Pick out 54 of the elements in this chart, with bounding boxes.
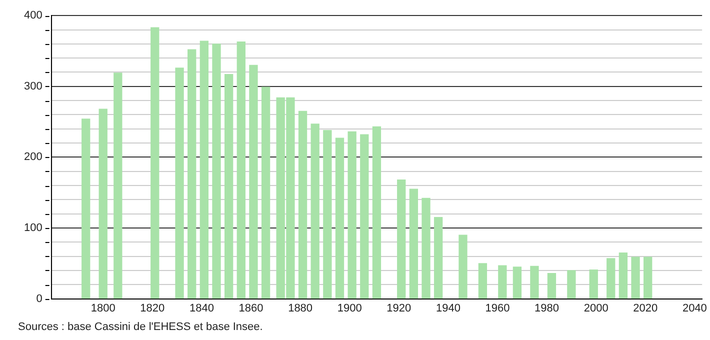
x-tick-label: 1980: [534, 302, 560, 314]
bar: [310, 124, 320, 299]
bar: [188, 49, 196, 299]
bar: [224, 74, 234, 299]
bar: [458, 234, 468, 299]
bar: [631, 256, 640, 299]
x-tick-label: 1920: [386, 302, 412, 314]
source-note: Sources : base Cassini de l'EHESS et base Insee.: [18, 321, 263, 334]
y-tick-label: 0: [36, 292, 42, 305]
bar: [434, 217, 443, 299]
bar: [236, 41, 246, 299]
bar: [98, 108, 108, 299]
bar: [372, 126, 382, 299]
x-tick-label: 1940: [436, 302, 460, 314]
x-tick-label: 1860: [238, 302, 264, 314]
bar: [618, 252, 628, 299]
bar: [512, 266, 522, 299]
bar: [249, 64, 258, 299]
y-tick-label: 300: [24, 80, 42, 92]
bar: [212, 44, 221, 299]
x-tick-label: 1840: [189, 302, 214, 314]
bar: [82, 118, 90, 299]
bar: [323, 130, 332, 299]
bar: [298, 110, 308, 299]
bar: [200, 40, 209, 299]
bar: [530, 266, 539, 299]
x-tick-label: 2000: [584, 302, 608, 314]
bar: [644, 256, 652, 299]
bar: [478, 263, 488, 299]
bar: [261, 86, 270, 299]
x-tick-label: 1800: [90, 302, 116, 314]
bar: [397, 180, 406, 299]
y-tick-label: 100: [24, 222, 42, 234]
bar: [409, 188, 418, 299]
bar: [150, 27, 160, 299]
x-tick-label: 1900: [337, 302, 362, 314]
bar: [175, 68, 184, 299]
bar: [547, 272, 556, 299]
x-tick-label: 2020: [633, 302, 658, 314]
bar: [114, 72, 122, 299]
bar: [567, 270, 576, 299]
y-tick-label: 200: [24, 151, 42, 164]
bar: [422, 198, 430, 299]
y-tick-label: 400: [24, 10, 42, 22]
bar: [335, 138, 344, 299]
bar: [589, 269, 598, 299]
bar: [498, 265, 507, 299]
x-tick-label: 1880: [288, 302, 313, 314]
bar: [606, 258, 616, 299]
x-tick-label: 1960: [485, 302, 510, 314]
x-tick-label: 1820: [140, 302, 165, 314]
bar: [348, 131, 356, 299]
bar: [360, 134, 369, 299]
x-tick-label: 2040: [682, 302, 707, 314]
